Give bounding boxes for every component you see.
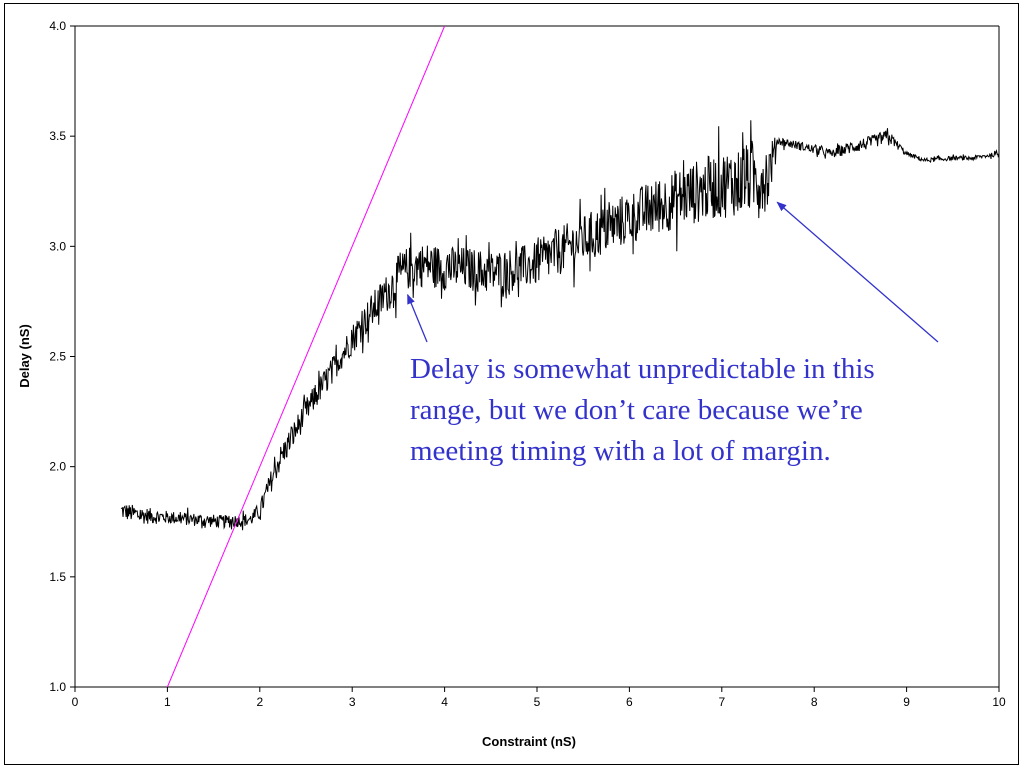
x-tick-label: 10 [992,695,1006,709]
y-tick-label: 4.0 [49,19,66,33]
x-tick-label: 2 [256,695,263,709]
constraint-reference-line [166,26,446,687]
annotation-arrow [776,201,939,343]
y-tick-label: 1.5 [49,570,66,584]
annotation-line-1: Delay is somewhat unpredictable in this [410,353,875,385]
y-tick-label: 3.0 [49,239,66,253]
annotation-text: Delay is somewhat unpredictable in this … [410,349,990,472]
slide-frame [4,3,1019,765]
x-tick-label: 5 [534,695,541,709]
x-axis-label: Constraint (nS) [482,734,576,749]
annotation-arrows [407,201,939,343]
series-layer [120,26,999,687]
y-tick-label: 3.5 [49,129,66,143]
x-tick-label: 7 [718,695,725,709]
y-axis-ticks: 1.0 1.5 2.0 2.5 3.0 3.5 4.0 [49,19,75,694]
annotation-line-3: meeting timing with a lot of margin. [410,435,831,467]
x-tick-label: 6 [626,695,633,709]
y-tick-label: 1.0 [49,680,66,694]
x-tick-label: 4 [441,695,448,709]
x-tick-label: 8 [811,695,818,709]
x-tick-label: 3 [349,695,356,709]
y-axis-label: Delay (nS) [17,324,32,388]
x-tick-label: 9 [903,695,910,709]
x-tick-label: 0 [72,695,79,709]
annotation-arrow [407,293,428,343]
x-tick-label: 1 [164,695,171,709]
delay-series-line [120,120,999,531]
y-tick-label: 2.0 [49,460,66,474]
annotation-line-2: range, but we don’t care because we’re [410,394,863,426]
x-axis-ticks: 0 1 2 3 4 5 6 7 8 9 10 [72,687,1006,709]
y-tick-label: 2.5 [49,350,66,364]
